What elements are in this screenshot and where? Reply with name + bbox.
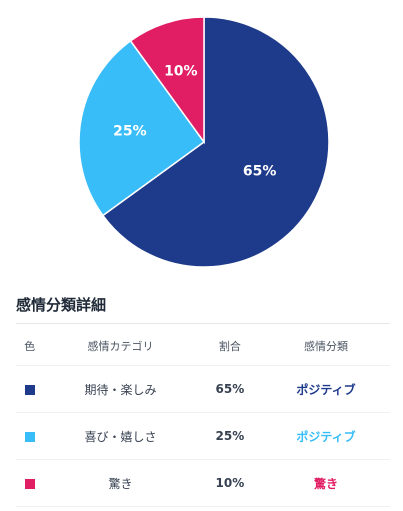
classification-cell: ポジティブ (261, 412, 390, 460)
color-cell (16, 365, 44, 413)
pie-slice (101, 16, 330, 268)
header-category: 感情カテゴリ (43, 327, 198, 366)
share-cell: 25% (197, 412, 262, 460)
table-row: 喜び・嬉しさ 25% ポジティブ (16, 412, 390, 460)
pie-slice-label: 25% (113, 123, 147, 139)
color-swatch (24, 478, 35, 489)
pie-slice (129, 16, 205, 145)
color-swatch (24, 384, 35, 395)
table-row: 驚き 10% 驚き (16, 459, 390, 507)
divider (16, 323, 390, 324)
table-row: 期待・楽しみ 65% ポジティブ (16, 365, 390, 413)
pie-slice (78, 39, 206, 217)
classification-cell: 驚き (261, 459, 390, 507)
pie-slice-label: 65% (243, 163, 277, 179)
header-share: 割合 (197, 327, 262, 366)
category-cell: 期待・楽しみ (43, 365, 198, 413)
header-classification: 感情分類 (261, 327, 390, 366)
share-cell: 65% (197, 365, 262, 413)
color-cell (16, 412, 44, 460)
share-cell: 10% (197, 459, 262, 507)
category-cell: 驚き (43, 459, 198, 507)
section-title: 感情分類詳細 (16, 296, 107, 314)
pie-slice-label: 10% (164, 64, 198, 80)
header-color: 色 (16, 327, 44, 366)
pie-chart: 65% 25% 10% (78, 16, 330, 268)
table-header-row: 色 感情カテゴリ 割合 感情分類 (16, 327, 390, 366)
color-cell (16, 459, 44, 507)
classification-cell: ポジティブ (261, 365, 390, 413)
category-cell: 喜び・嬉しさ (43, 412, 198, 460)
pie-chart-svg: 65% 25% 10% (78, 16, 330, 268)
color-swatch (24, 431, 35, 442)
emotion-detail-table: 色 感情カテゴリ 割合 感情分類 期待・楽しみ 65% ポジティブ 喜び・嬉しさ… (16, 327, 390, 507)
